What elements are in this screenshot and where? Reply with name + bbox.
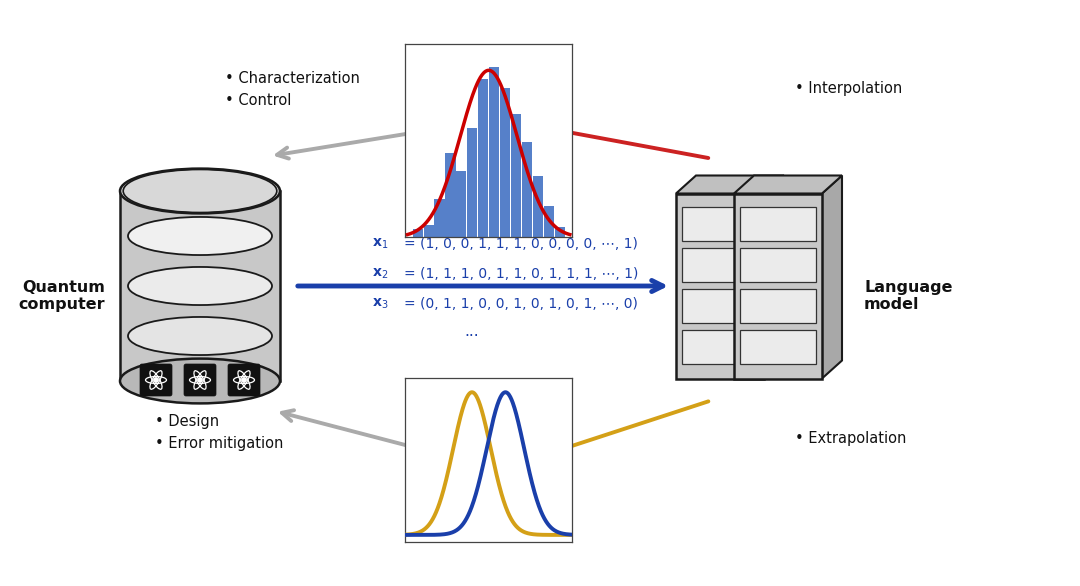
Bar xyxy=(511,114,521,237)
Text: • Design
• Error mitigation: • Design • Error mitigation xyxy=(156,414,283,451)
Circle shape xyxy=(153,378,159,382)
Text: • Characterization
• Control: • Characterization • Control xyxy=(225,71,360,108)
Polygon shape xyxy=(734,175,842,193)
FancyBboxPatch shape xyxy=(681,289,758,323)
Ellipse shape xyxy=(129,267,272,305)
Text: $\mathbf{x}_3$: $\mathbf{x}_3$ xyxy=(372,297,389,311)
Bar xyxy=(500,88,510,237)
Text: • Extrapolation: • Extrapolation xyxy=(795,431,906,446)
Text: ...: ... xyxy=(464,323,480,339)
Bar xyxy=(532,176,543,237)
Circle shape xyxy=(198,378,202,382)
FancyBboxPatch shape xyxy=(228,364,260,396)
Bar xyxy=(120,191,280,381)
Bar xyxy=(734,193,822,379)
Ellipse shape xyxy=(120,169,280,213)
Text: = (1, 0, 0, 1, 1, 1, 0, 0, 0, 0, ⋯, 1): = (1, 0, 0, 1, 1, 1, 0, 0, 0, 0, ⋯, 1) xyxy=(404,237,638,251)
FancyBboxPatch shape xyxy=(184,364,216,396)
Bar xyxy=(457,171,467,237)
Text: $\mathbf{x}_2$: $\mathbf{x}_2$ xyxy=(372,267,389,281)
Bar xyxy=(478,79,488,237)
FancyBboxPatch shape xyxy=(681,207,758,241)
Bar xyxy=(423,225,434,237)
Bar xyxy=(434,199,445,237)
Bar xyxy=(468,128,477,237)
FancyBboxPatch shape xyxy=(681,330,758,364)
FancyBboxPatch shape xyxy=(681,248,758,282)
FancyBboxPatch shape xyxy=(740,330,816,364)
Bar xyxy=(543,206,554,237)
Bar xyxy=(489,67,499,237)
Text: = (1, 1, 1, 0, 1, 1, 0, 1, 1, 1, ⋯, 1): = (1, 1, 1, 0, 1, 1, 0, 1, 1, 1, ⋯, 1) xyxy=(404,267,638,281)
Ellipse shape xyxy=(129,217,272,255)
Text: = (0, 1, 1, 0, 0, 1, 0, 1, 0, 1, ⋯, 0): = (0, 1, 1, 0, 0, 1, 0, 1, 0, 1, ⋯, 0) xyxy=(404,297,638,311)
Bar xyxy=(413,229,422,237)
Circle shape xyxy=(242,378,246,382)
Polygon shape xyxy=(764,175,784,379)
Bar xyxy=(522,142,532,237)
Bar xyxy=(445,153,456,237)
Polygon shape xyxy=(822,175,842,379)
Text: Language
model: Language model xyxy=(864,280,953,312)
Polygon shape xyxy=(676,175,784,193)
FancyBboxPatch shape xyxy=(740,289,816,323)
Bar xyxy=(555,227,565,237)
Text: • Interpolation: • Interpolation xyxy=(795,81,902,96)
Text: Quantum
computer: Quantum computer xyxy=(18,280,105,312)
FancyBboxPatch shape xyxy=(740,248,816,282)
Text: $\mathbf{x}_1$: $\mathbf{x}_1$ xyxy=(372,237,389,251)
FancyBboxPatch shape xyxy=(140,364,172,396)
Bar xyxy=(676,193,764,379)
FancyBboxPatch shape xyxy=(740,207,816,241)
Ellipse shape xyxy=(129,317,272,355)
Ellipse shape xyxy=(120,359,280,403)
